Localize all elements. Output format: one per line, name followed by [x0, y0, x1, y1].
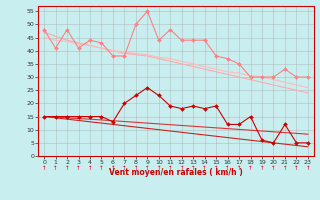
- X-axis label: Vent moyen/en rafales ( km/h ): Vent moyen/en rafales ( km/h ): [109, 168, 243, 177]
